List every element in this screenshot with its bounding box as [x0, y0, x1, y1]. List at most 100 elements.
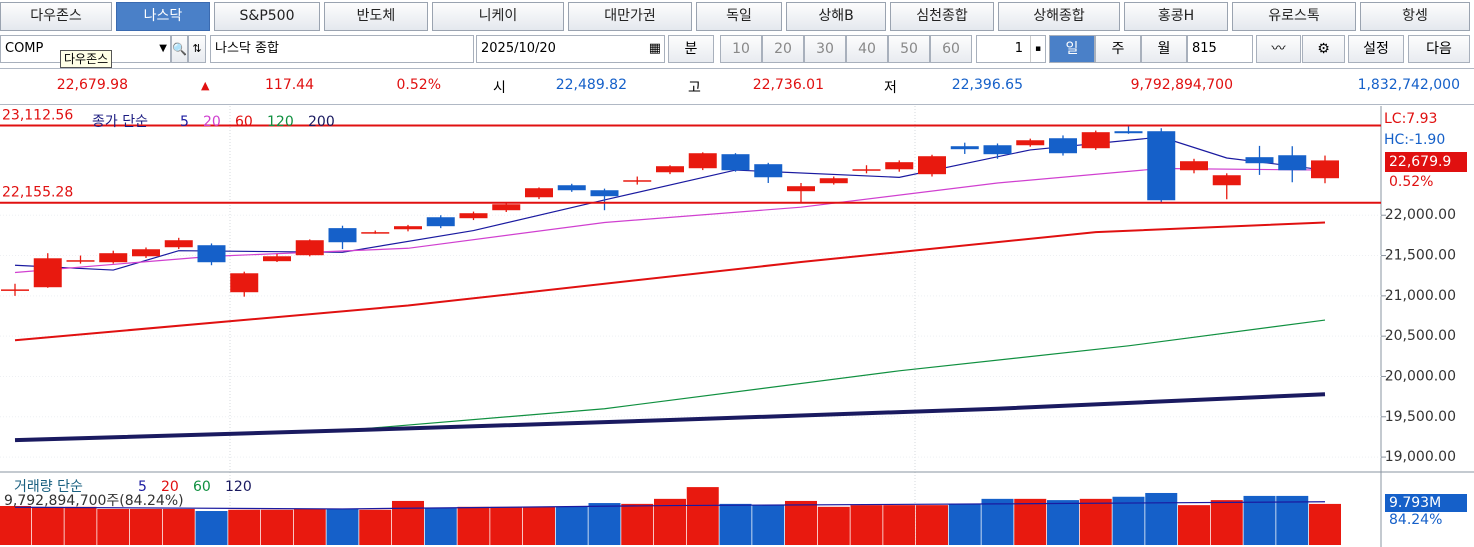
count-input[interactable]: 1: [976, 35, 1046, 63]
tab[interactable]: 반도체: [324, 2, 428, 31]
bars-input[interactable]: 815: [1187, 35, 1253, 63]
gear-button[interactable]: ⚙: [1302, 35, 1345, 63]
volume-bar: [621, 503, 654, 545]
candle-body: [918, 156, 946, 175]
volume-bar: [359, 509, 392, 545]
legend-entry: 20: [161, 479, 179, 495]
volume-bar: [195, 511, 228, 545]
candle-body: [1081, 132, 1110, 149]
tab[interactable]: 유로스톡: [1232, 2, 1356, 31]
divider: [0, 68, 1474, 69]
minute-option[interactable]: 40: [846, 35, 888, 63]
candle-body: [950, 146, 979, 150]
candle-body: [459, 213, 488, 219]
hc-label: HC:-1.90: [1384, 132, 1445, 148]
moving-average: [14, 392, 1326, 443]
volume-bar: [1309, 503, 1341, 545]
legend-entry: 60: [235, 114, 253, 130]
candle-body: [66, 260, 95, 262]
volume-bar: [1112, 496, 1145, 545]
tab[interactable]: 나스닥: [116, 2, 210, 31]
change: 117.44: [265, 77, 314, 93]
tab[interactable]: S&P500: [214, 2, 320, 31]
date-input[interactable]: 2025/10/20 ▦: [476, 35, 665, 63]
code: COMP: [5, 41, 44, 56]
minute-option[interactable]: 10: [720, 35, 762, 63]
candle-body: [1114, 131, 1143, 134]
search-button[interactable]: 🔍: [171, 35, 188, 63]
period-button[interactable]: 일: [1049, 35, 1095, 63]
candle-body: [1, 289, 29, 291]
last-pct: 0.52%: [1389, 174, 1433, 190]
candle-body: [885, 162, 914, 170]
candle-body: [721, 154, 750, 171]
legend-title: 거래량 단순: [14, 479, 83, 495]
volume-bar: [1145, 492, 1178, 545]
candle-body: [852, 169, 881, 171]
candle-body: [787, 186, 815, 192]
candle-body: [1212, 175, 1241, 186]
volume-bar: [97, 508, 130, 545]
settings-button[interactable]: 설정: [1348, 35, 1404, 63]
moving-average: [14, 167, 1326, 274]
divider: [0, 104, 1474, 105]
candle-body: [623, 180, 652, 182]
candle-body: [492, 204, 521, 211]
volume-bar: [457, 506, 490, 545]
volume-bar: [654, 498, 686, 545]
minute-button[interactable]: 분: [668, 35, 714, 63]
volume-bar: [686, 487, 719, 545]
high: 22,736.01: [752, 77, 824, 93]
price: 22,679.98: [56, 77, 128, 93]
volume-bar: [228, 509, 261, 545]
candle-body: [1147, 131, 1176, 201]
period-button[interactable]: 월: [1141, 35, 1187, 63]
candle-body: [263, 256, 291, 262]
minute-option[interactable]: 60: [930, 35, 972, 63]
candle-body: [1311, 160, 1339, 179]
tab[interactable]: 심천종합: [890, 2, 994, 31]
open: 22,489.82: [555, 77, 627, 93]
legend-entry: 5: [180, 114, 189, 130]
volume-bar: [1276, 495, 1309, 545]
tab[interactable]: 상해종합: [998, 2, 1120, 31]
chart-tool-button[interactable]: 〰: [1256, 35, 1301, 63]
volume-bar: [293, 508, 326, 545]
tab[interactable]: 대만가권: [568, 2, 692, 31]
tab[interactable]: 다우존스: [0, 2, 112, 31]
tab[interactable]: 독일: [696, 2, 782, 31]
candle-body: [426, 217, 455, 227]
volume-bar: [1178, 505, 1210, 545]
low: 22,396.65: [951, 77, 1023, 93]
spinner[interactable]: ▪: [1030, 36, 1045, 62]
y-tick-label: 19,500.00: [1385, 409, 1456, 425]
candle-body: [983, 145, 1012, 155]
minute-option[interactable]: 20: [762, 35, 804, 63]
next-button[interactable]: 다음: [1408, 35, 1470, 63]
volume-average: [14, 501, 1326, 510]
period-button[interactable]: 주: [1095, 35, 1141, 63]
volume-bar: [261, 509, 293, 545]
candle-body: [819, 178, 848, 184]
tab[interactable]: 니케이: [432, 2, 564, 31]
minute-option[interactable]: 30: [804, 35, 846, 63]
tab[interactable]: 항셍: [1360, 2, 1470, 31]
tab[interactable]: 홍콩H: [1124, 2, 1228, 31]
horizontal-line-label: 22,155.28: [2, 185, 73, 201]
minute-option[interactable]: 50: [888, 35, 930, 63]
volume-bar: [719, 503, 752, 545]
volume-bar: [1014, 498, 1047, 545]
y-tick-label: 20,000.00: [1385, 368, 1456, 384]
volume-bar: [817, 506, 850, 545]
last-volume-box: [1385, 494, 1467, 512]
sort-button[interactable]: ⇅: [188, 35, 206, 63]
candle-body: [197, 245, 226, 263]
tooltip: 다우존스: [60, 50, 113, 68]
volume-bar: [490, 506, 523, 545]
volume-bar: [555, 506, 588, 545]
y-tick-label: 19,000.00: [1385, 449, 1456, 465]
tab[interactable]: 상해B: [786, 2, 886, 31]
volume-bar: [948, 503, 981, 545]
volume-bar: [785, 500, 817, 545]
